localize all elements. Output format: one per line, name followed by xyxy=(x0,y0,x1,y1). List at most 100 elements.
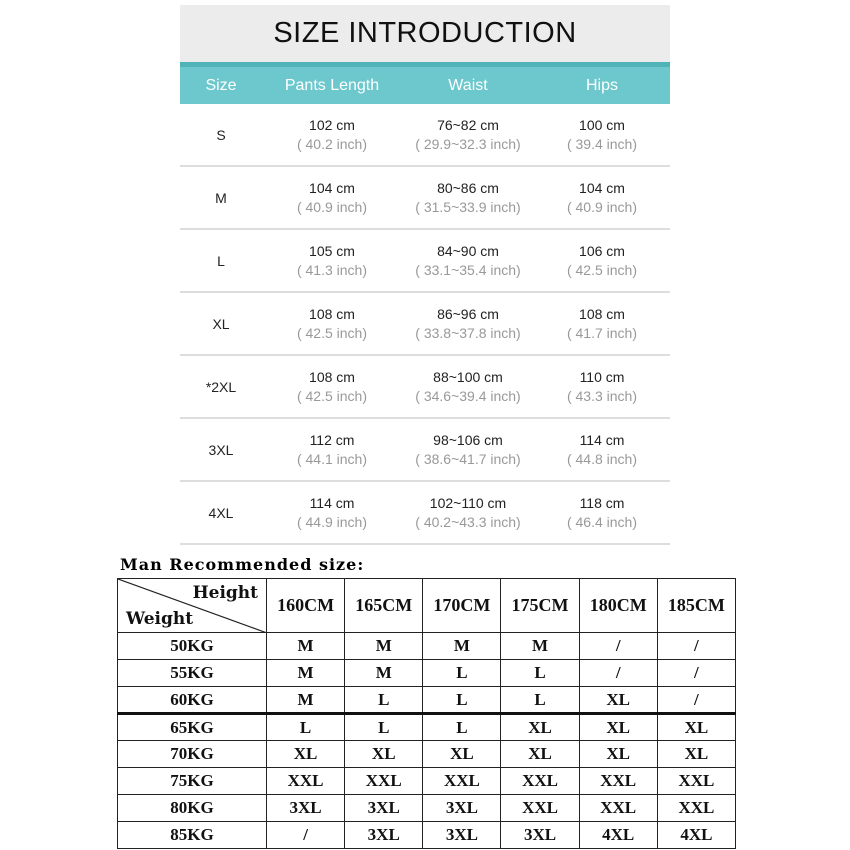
size-cell: XXL xyxy=(422,767,502,795)
hips-inch: ( 46.4 inch) xyxy=(566,513,638,530)
table-row: 50KG M M M M / / xyxy=(117,632,737,660)
pants-inch: ( 42.5 inch) xyxy=(296,387,368,404)
size-cell: M xyxy=(500,632,580,660)
hips-cell: 118 cm ( 46.4 inch) xyxy=(534,494,670,532)
header-hips: Hips xyxy=(585,76,618,94)
weight-label: Weight xyxy=(126,609,194,629)
size-cell: M xyxy=(344,659,424,687)
waist-cell: 102~110 cm ( 40.2~43.3 inch) xyxy=(402,494,534,532)
pants-cm: 108 cm xyxy=(309,305,355,322)
size-cell: L xyxy=(265,713,346,741)
hips-inch: ( 43.3 inch) xyxy=(566,387,638,404)
waist-cell: 80~86 cm ( 31.5~33.9 inch) xyxy=(402,179,534,217)
pants-cell: 102 cm ( 40.2 inch) xyxy=(262,116,402,154)
waist-cell: 76~82 cm ( 29.9~32.3 inch) xyxy=(402,116,534,154)
size-cell: 4XL xyxy=(578,821,658,849)
size-cell: L xyxy=(422,713,502,741)
pants-inch: ( 44.9 inch) xyxy=(296,513,368,530)
height-header: 165CM xyxy=(344,578,424,633)
weight-cell: 85KG xyxy=(117,821,267,849)
height-header: 185CM xyxy=(656,578,737,633)
size-cell: XL xyxy=(422,740,502,768)
size-cell: XXL xyxy=(500,794,580,822)
recommend-title: Man Recommended size: xyxy=(120,555,365,574)
size-cell: L xyxy=(500,659,580,687)
size-cell: M xyxy=(265,659,346,687)
waist-cell: 86~96 cm ( 33.8~37.8 inch) xyxy=(402,305,534,343)
hips-inch: ( 39.4 inch) xyxy=(566,135,638,152)
hips-cm: 114 cm xyxy=(579,431,625,448)
pants-cell: 114 cm ( 44.9 inch) xyxy=(262,494,402,532)
table-row: 85KG/3XL 3XL 3XL 4XL 4XL xyxy=(117,821,737,849)
size-cell: L xyxy=(422,686,502,714)
size-cell: XL xyxy=(344,740,424,768)
hips-cell: 106 cm ( 42.5 inch) xyxy=(534,242,670,280)
height-header: 160CM xyxy=(265,578,346,633)
diagonal-line xyxy=(118,579,267,633)
table-row: M 104 cm ( 40.9 inch) 80~86 cm ( 31.5~33.9 i… xyxy=(180,167,670,230)
table-row: 4XL 114 cm ( 44.9 inch) 102~110 cm ( 40.2~43… xyxy=(180,482,670,545)
waist-inch: ( 33.1~35.4 inch) xyxy=(415,261,521,278)
size-cell: / xyxy=(656,686,737,714)
header-waist: Waist xyxy=(448,76,488,94)
hips-cell: 110 cm ( 43.3 inch) xyxy=(534,368,670,406)
size-introduction-table: SIZE INTRODUCTION Size Pants Length Wais… xyxy=(180,5,670,545)
size-cell: XXL xyxy=(344,767,424,795)
size-cell: XL xyxy=(212,315,230,332)
pants-cell: 105 cm ( 41.3 inch) xyxy=(262,242,402,280)
size-cell: 4XL xyxy=(208,504,234,521)
pants-inch: ( 42.5 inch) xyxy=(296,324,368,341)
size-cell: XL xyxy=(578,740,658,768)
size-cell: / xyxy=(656,659,737,687)
size-cell: M xyxy=(265,686,346,714)
table-row: L 105 cm ( 41.3 inch) 84~90 cm ( 33.1~35.4 i… xyxy=(180,230,670,293)
table-row: 3XL 112 cm ( 44.1 inch) 98~106 cm ( 38.6~41.… xyxy=(180,419,670,482)
waist-inch: ( 31.5~33.9 inch) xyxy=(415,198,521,215)
size-cell: *2XL xyxy=(205,378,237,395)
size-cell: L xyxy=(500,686,580,714)
size-cell: XL xyxy=(578,713,658,741)
page-title: SIZE INTRODUCTION xyxy=(180,5,670,62)
hips-inch: ( 41.7 inch) xyxy=(566,324,638,341)
table-row: XL 108 cm ( 42.5 inch) 86~96 cm ( 33.8~37.8 … xyxy=(180,293,670,356)
table-row: *2XL 108 cm ( 42.5 inch) 88~100 cm ( 34.6~39… xyxy=(180,356,670,419)
hips-cm: 106 cm xyxy=(579,242,625,259)
size-cell: XL xyxy=(265,740,346,768)
size-cell: XL xyxy=(656,713,737,741)
pants-cm: 104 cm xyxy=(309,179,355,196)
table-row: S 102 cm ( 40.2 inch) 76~82 cm ( 29.9~32.3 i… xyxy=(180,104,670,167)
hips-cm: 104 cm xyxy=(579,179,625,196)
weight-cell: 55KG xyxy=(117,659,267,687)
waist-cell: 98~106 cm ( 38.6~41.7 inch) xyxy=(402,431,534,469)
waist-cm: 76~82 cm xyxy=(437,116,499,133)
size-cell: / xyxy=(265,821,346,849)
pants-cm: 114 cm xyxy=(309,494,355,511)
divider xyxy=(180,62,670,67)
hips-cell: 114 cm ( 44.8 inch) xyxy=(534,431,670,469)
waist-inch: ( 40.2~43.3 inch) xyxy=(415,513,521,530)
table-row: 70KG XL XL XL XL XL XL xyxy=(117,740,737,768)
size-cell: / xyxy=(578,659,658,687)
size-cell: XXL xyxy=(656,794,737,822)
pants-cm: 105 cm xyxy=(309,242,355,259)
pants-cell: 108 cm ( 42.5 inch) xyxy=(262,305,402,343)
hips-cm: 108 cm xyxy=(579,305,625,322)
size-cell: XL xyxy=(578,686,658,714)
waist-cm: 88~100 cm xyxy=(433,368,503,385)
table-row: 80KG 3XL 3XL 3XL XXL XXL XXL xyxy=(117,794,737,822)
weight-cell: 50KG xyxy=(117,632,267,660)
waist-cm: 86~96 cm xyxy=(437,305,499,322)
size-cell: M xyxy=(344,632,424,660)
table-row: 55KG M M L L / / xyxy=(117,659,737,687)
waist-inch: ( 34.6~39.4 inch) xyxy=(415,387,521,404)
hips-cell: 100 cm ( 39.4 inch) xyxy=(534,116,670,154)
waist-cm: 84~90 cm xyxy=(437,242,499,259)
size-cell: M xyxy=(215,189,227,206)
hips-cm: 118 cm xyxy=(579,494,625,511)
pants-inch: ( 40.9 inch) xyxy=(296,198,368,215)
waist-cm: 80~86 cm xyxy=(437,179,499,196)
size-cell: L xyxy=(344,686,424,714)
table-row: 75KG XXL XXL XXL XXL XXL XXL xyxy=(117,767,737,795)
waist-cell: 88~100 cm ( 34.6~39.4 inch) xyxy=(402,368,534,406)
size-cell: M xyxy=(422,632,502,660)
